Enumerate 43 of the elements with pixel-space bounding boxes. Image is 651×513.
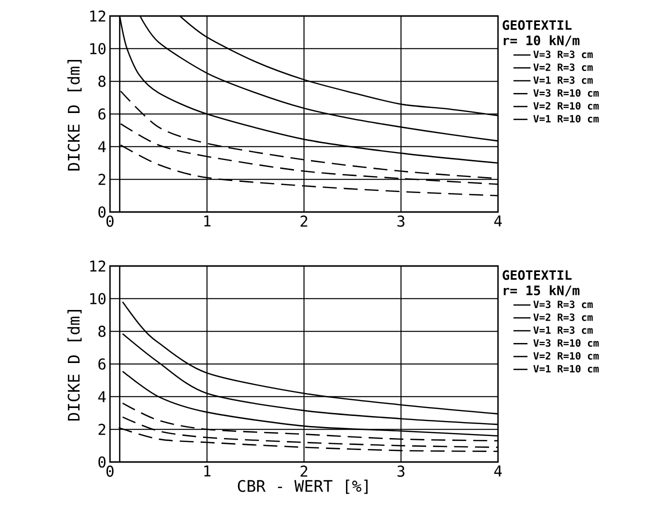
y-tick-label: 0 [98, 206, 106, 218]
legend-label: V=2 R=10 cm [533, 352, 599, 360]
x-tick-label: 3 [398, 216, 404, 227]
y-axis-title: DICKE D [dm] [67, 60, 82, 171]
legend-label: V=1 R=3 cm [533, 76, 593, 84]
x-tick-label: 2 [300, 216, 308, 227]
y-tick-label: 6 [98, 358, 106, 370]
y-tick-label: 4 [98, 141, 106, 152]
legend-label: V=3 R=3 cm [533, 300, 593, 308]
x-tick-label: 1 [204, 466, 210, 476]
legend-label: V=2 R=3 cm [533, 313, 593, 322]
y-tick-label: 10 [90, 293, 106, 304]
legend-label: V=3 R=10 cm [533, 89, 599, 97]
legend-label: V=2 R=3 cm [533, 63, 593, 71]
x-tick-label: 4 [494, 466, 502, 476]
legend-label: V=3 R=10 cm [533, 339, 599, 347]
x-tick-label: 1 [204, 216, 210, 226]
x-tick-label: 4 [494, 216, 502, 226]
x-tick-label: 0 [106, 466, 114, 477]
x-tick-label: 2 [300, 466, 308, 477]
text: r= 10 kN/m [504, 35, 580, 46]
legend-label: V=1 R=3 cm [533, 326, 593, 334]
x-tick-label: 0 [106, 216, 114, 227]
text: r= 15 kN/m [504, 285, 580, 296]
legend-label: V=1 R=10 cm [533, 364, 599, 372]
y-tick-label: 8 [98, 326, 106, 337]
x-tick-label: 3 [398, 466, 404, 477]
y-tick-label: 12 [90, 10, 106, 22]
y-tick-label: 2 [98, 174, 106, 185]
x-axis-title: CBR - WERT [%] [238, 480, 368, 494]
y-tick-label: 4 [98, 391, 106, 402]
y-axis-title: DICKE D [dm] [67, 310, 82, 421]
y-tick-label: 10 [90, 43, 106, 54]
legend-title: GEOTEXTIL [502, 270, 572, 280]
legend-label: V=1 R=10 cm [533, 114, 599, 122]
legend-title: GEOTEXTIL [502, 20, 572, 30]
legend-label: V=3 R=3 cm [533, 50, 593, 58]
y-tick-label: 12 [90, 260, 106, 272]
y-tick-label: 6 [98, 108, 106, 120]
y-tick-label: 2 [98, 424, 106, 435]
legend-label: V=2 R=10 cm [533, 102, 599, 110]
y-tick-label: 0 [98, 456, 106, 468]
y-tick-label: 8 [98, 76, 106, 87]
